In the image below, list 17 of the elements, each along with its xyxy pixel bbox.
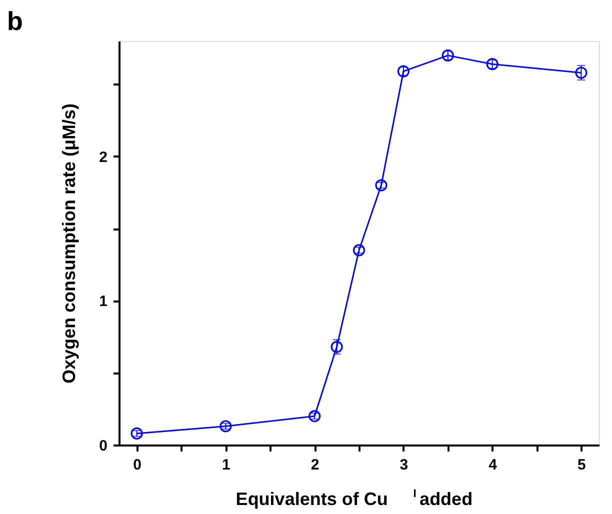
x-tick-label: 4: [488, 456, 498, 474]
x-tick-label: 5: [578, 456, 586, 474]
y-tick-label: 0: [99, 438, 108, 454]
x-tick-label: 3: [400, 456, 408, 474]
point: [375, 179, 388, 192]
point: [130, 427, 143, 440]
point: [308, 410, 321, 422]
x-tick-label: 2: [310, 456, 320, 474]
y-tick-label: 2: [99, 148, 108, 166]
point: [575, 66, 588, 79]
point: [220, 420, 232, 432]
x-tick-label: 0: [133, 456, 142, 474]
point: [352, 244, 366, 256]
x-tick-label: 1: [222, 456, 230, 474]
y-axis-title: Oxygen consumption rate (μM/s): [59, 103, 80, 384]
y-tick-label: 1: [99, 293, 108, 310]
text: b: [7, 6, 23, 36]
